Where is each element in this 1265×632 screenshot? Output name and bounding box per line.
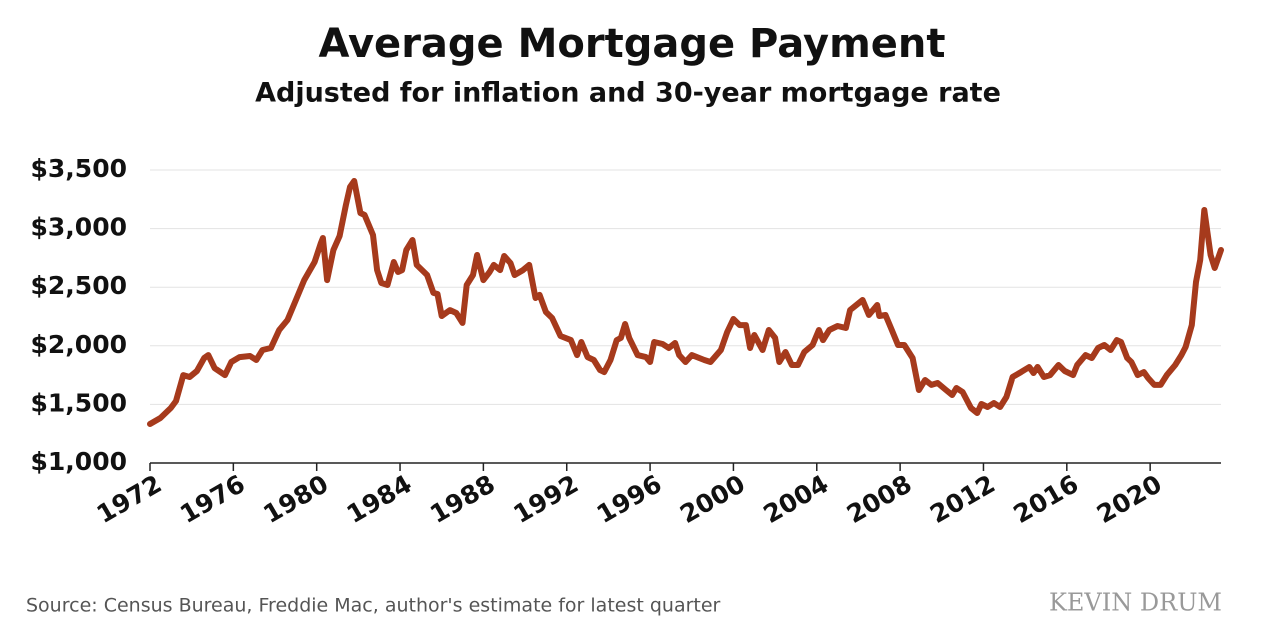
y-tick-label: $3,500 [31,154,127,183]
y-tick-label: $3,000 [31,213,127,242]
y-tick-label: $1,000 [31,447,127,476]
source-note: Source: Census Bureau, Freddie Mac, auth… [26,595,721,617]
chart-subtitle: Adjusted for inflation and 30-year mortg… [255,78,1001,109]
data-line [147,178,1224,427]
y-tick-label: $2,000 [31,330,127,359]
y-tick-label: $1,500 [31,388,127,417]
chart-title: Average Mortgage Payment [318,21,945,67]
watermark: KEVIN DRUM [1049,589,1222,617]
y-tick-label: $2,500 [31,271,127,300]
